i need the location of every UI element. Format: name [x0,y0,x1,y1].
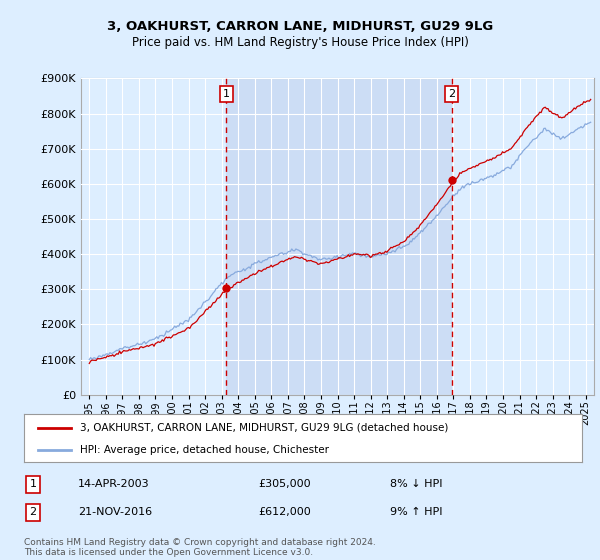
Text: Contains HM Land Registry data © Crown copyright and database right 2024.
This d: Contains HM Land Registry data © Crown c… [24,538,376,557]
Text: £305,000: £305,000 [258,479,311,489]
Text: 3, OAKHURST, CARRON LANE, MIDHURST, GU29 9LG (detached house): 3, OAKHURST, CARRON LANE, MIDHURST, GU29… [80,423,448,433]
Text: 21-NOV-2016: 21-NOV-2016 [78,507,152,517]
Text: 9% ↑ HPI: 9% ↑ HPI [390,507,443,517]
Text: HPI: Average price, detached house, Chichester: HPI: Average price, detached house, Chic… [80,445,329,455]
Text: 3, OAKHURST, CARRON LANE, MIDHURST, GU29 9LG: 3, OAKHURST, CARRON LANE, MIDHURST, GU29… [107,20,493,32]
Text: 2: 2 [29,507,37,517]
Text: 14-APR-2003: 14-APR-2003 [78,479,149,489]
Text: Price paid vs. HM Land Registry's House Price Index (HPI): Price paid vs. HM Land Registry's House … [131,36,469,49]
Text: 8% ↓ HPI: 8% ↓ HPI [390,479,443,489]
Text: 1: 1 [29,479,37,489]
Text: £612,000: £612,000 [258,507,311,517]
Bar [226,78,452,395]
Text: 2: 2 [448,89,455,99]
Text: 1: 1 [223,89,230,99]
